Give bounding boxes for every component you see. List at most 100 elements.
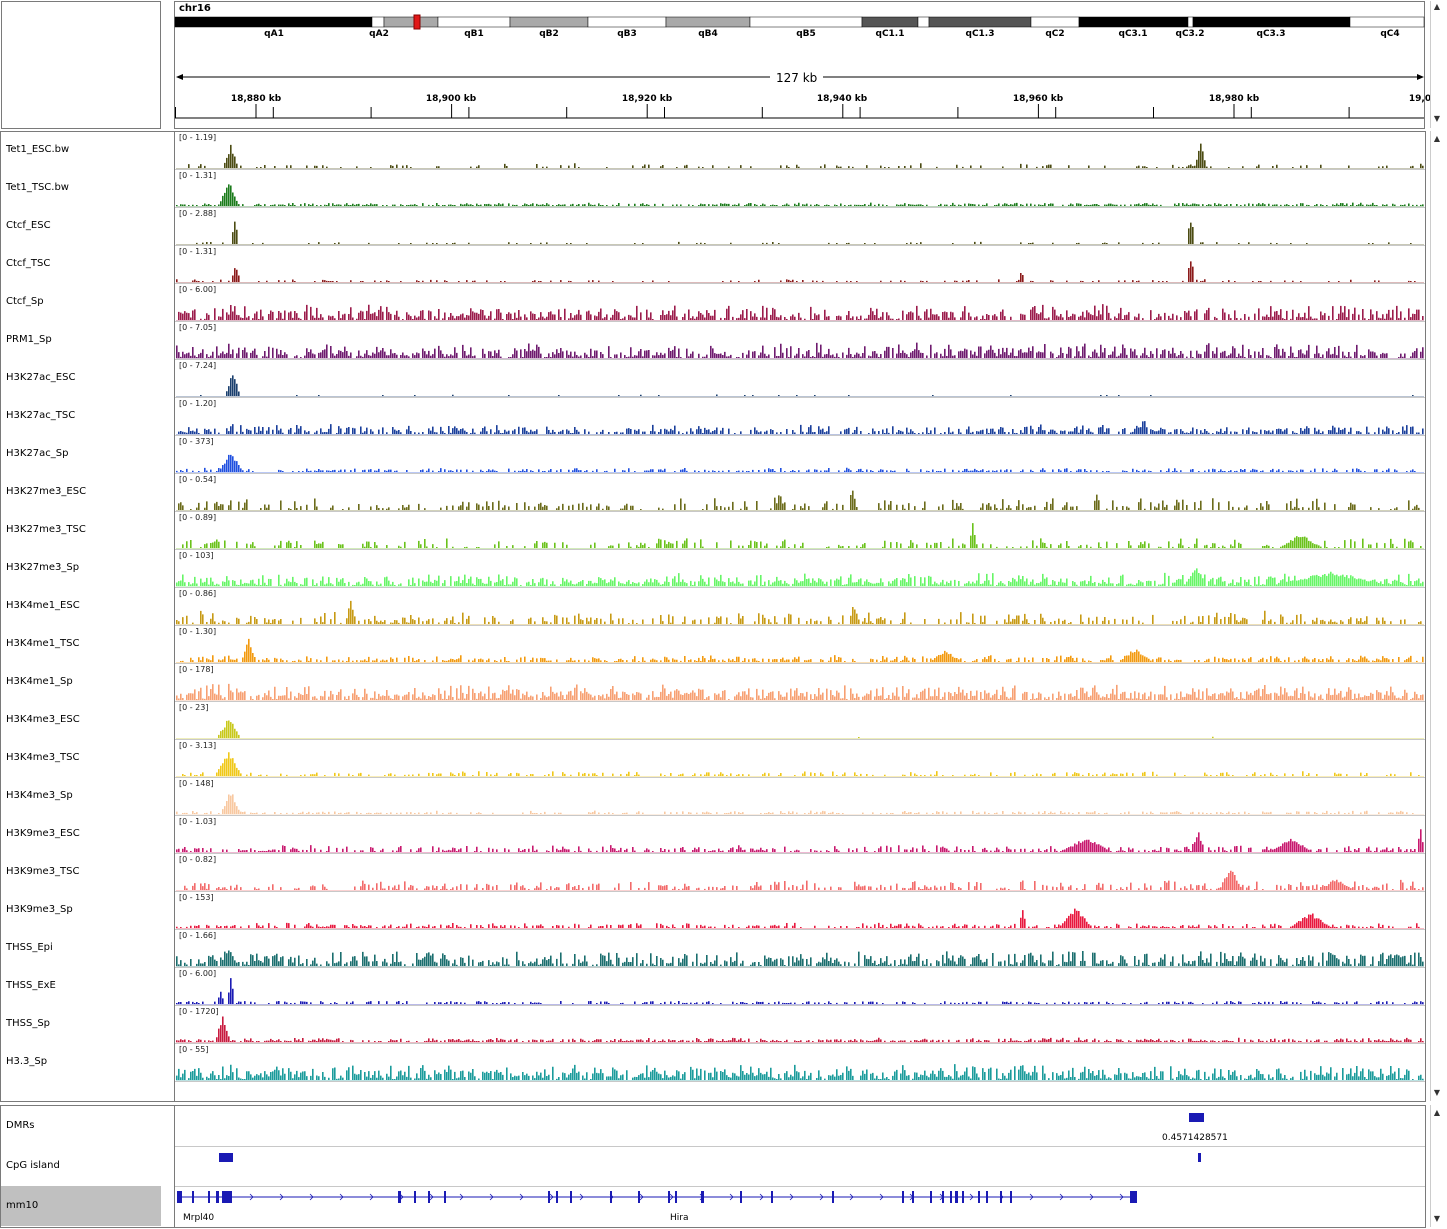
track-name[interactable]: H3K4me1_ESC xyxy=(6,600,80,611)
strand-arrow xyxy=(399,1193,404,1201)
track-name[interactable]: Ctcf_Sp xyxy=(6,296,44,307)
gene-exon xyxy=(950,1191,952,1203)
ideogram[interactable] xyxy=(0,0,1447,40)
strand-arrow xyxy=(1059,1193,1064,1201)
track-divider xyxy=(175,549,1425,550)
track-name-genome-bg[interactable] xyxy=(1,1186,161,1226)
track-divider xyxy=(175,929,1425,930)
gene-exon xyxy=(638,1191,640,1203)
strand-arrow xyxy=(879,1193,884,1201)
track-name[interactable]: H3K27ac_TSC xyxy=(6,410,76,421)
track-name[interactable]: H3K9me3_Sp xyxy=(6,904,73,915)
header-scrollbar[interactable] xyxy=(1430,1,1445,128)
gene-label-hira[interactable]: Hira xyxy=(670,1213,689,1223)
track-name[interactable]: H3K9me3_ESC xyxy=(6,828,80,839)
track-name[interactable]: THSS_Sp xyxy=(6,1018,51,1029)
signal-bars xyxy=(176,600,1422,624)
cpg-island-feature xyxy=(1198,1153,1201,1162)
band-label: qB4 xyxy=(698,29,718,39)
gene-exon xyxy=(610,1191,612,1203)
track-range-label: [0 - 0.86] xyxy=(179,589,217,598)
track-divider xyxy=(175,169,1425,170)
header-data-panel xyxy=(174,1,1425,129)
cpg-island-feature xyxy=(219,1153,233,1162)
track-range-label: [0 - 7.05] xyxy=(179,323,217,332)
track-range-label: [0 - 2.88] xyxy=(179,209,217,218)
strand-arrow xyxy=(249,1193,254,1201)
track-divider xyxy=(175,1146,1425,1147)
track-name[interactable]: H3.3_Sp xyxy=(6,1056,48,1067)
track-divider xyxy=(175,853,1425,854)
strand-arrow xyxy=(969,1193,974,1201)
band-label: qA2 xyxy=(369,29,389,39)
gene-exon xyxy=(556,1191,558,1203)
scroll-down-icon[interactable]: ▼ xyxy=(1433,1214,1441,1223)
track-name[interactable]: PRM1_Sp xyxy=(6,334,52,345)
strand-arrow xyxy=(579,1193,584,1201)
track-range-label: [0 - 6.00] xyxy=(179,969,217,978)
gene-exon xyxy=(570,1191,572,1203)
band-label: qA1 xyxy=(264,29,284,39)
track-name[interactable]: H3K27me3_Sp xyxy=(6,562,80,573)
scroll-down-icon[interactable]: ▼ xyxy=(1433,1088,1441,1097)
strand-arrow xyxy=(819,1193,824,1201)
track-range-label: [0 - 23] xyxy=(179,703,209,712)
band-label: qC4 xyxy=(1380,29,1400,39)
track-name[interactable]: H3K4me3_Sp xyxy=(6,790,73,801)
gene-label-mrpl40[interactable]: Mrpl40 xyxy=(183,1213,215,1223)
track-name[interactable]: THSS_Epi xyxy=(6,942,53,953)
scroll-up-icon[interactable]: ▲ xyxy=(1433,134,1441,143)
strand-arrow xyxy=(309,1193,314,1201)
position-label: 18,900 kb xyxy=(425,94,477,104)
track-divider xyxy=(175,967,1425,968)
gene-exon xyxy=(955,1191,958,1203)
scroll-up-icon[interactable]: ▲ xyxy=(1433,2,1441,11)
track-divider xyxy=(175,435,1425,436)
track-name[interactable]: H3K27ac_Sp xyxy=(6,448,69,459)
track-divider xyxy=(175,1005,1425,1006)
chromosome-label[interactable]: chr16 xyxy=(179,3,211,14)
track-name[interactable]: H3K4me1_TSC xyxy=(6,638,80,649)
track-divider xyxy=(175,1081,1425,1082)
track-name-genome[interactable]: mm10 xyxy=(6,1200,39,1211)
track-range-label: [0 - 103] xyxy=(179,551,214,560)
track-range-label: [0 - 178] xyxy=(179,665,214,674)
strand-arrow xyxy=(999,1193,1004,1201)
track-name[interactable]: THSS_ExE xyxy=(6,980,56,991)
data-scrollbar[interactable] xyxy=(1430,1105,1445,1227)
track-name-dmrs[interactable]: DMRs xyxy=(6,1120,35,1131)
strand-arrow xyxy=(1089,1193,1094,1201)
track-name[interactable]: H3K27me3_TSC xyxy=(6,524,86,535)
signal-bars xyxy=(176,342,1424,358)
scroll-up-icon[interactable]: ▲ xyxy=(1433,1108,1441,1117)
band-label: qC3.2 xyxy=(1175,29,1205,39)
band-label: qB5 xyxy=(796,29,816,39)
track-name[interactable]: Tet1_ESC.bw xyxy=(6,144,70,155)
track-name[interactable]: Tet1_TSC.bw xyxy=(6,182,69,193)
gene-exon xyxy=(675,1191,677,1203)
track-name-cpg[interactable]: CpG island xyxy=(6,1160,60,1171)
track-name[interactable]: H3K4me3_TSC xyxy=(6,752,80,763)
track-name[interactable]: Ctcf_TSC xyxy=(6,258,51,269)
track-name[interactable]: H3K27me3_ESC xyxy=(6,486,87,497)
track-name[interactable]: H3K9me3_TSC xyxy=(6,866,80,877)
track-range-label: [0 - 1.31] xyxy=(179,171,217,180)
strand-arrow xyxy=(729,1193,734,1201)
data-scrollbar[interactable] xyxy=(1430,131,1445,1101)
track-divider xyxy=(175,245,1425,246)
signal-bars xyxy=(176,683,1424,700)
track-name[interactable]: H3K4me3_ESC xyxy=(6,714,80,725)
strand-arrow xyxy=(1029,1193,1034,1201)
track-range-label: [0 - 1.19] xyxy=(179,133,217,142)
track-name[interactable]: H3K27ac_ESC xyxy=(6,372,76,383)
gene-exon xyxy=(1010,1191,1012,1203)
track-name[interactable]: H3K4me1_Sp xyxy=(6,676,73,687)
strand-arrow xyxy=(669,1193,674,1201)
gene-exon xyxy=(930,1191,932,1203)
scroll-down-icon[interactable]: ▼ xyxy=(1433,114,1441,123)
track-name[interactable]: Ctcf_ESC xyxy=(6,220,51,231)
track-divider xyxy=(175,397,1425,398)
track-divider xyxy=(175,511,1425,512)
